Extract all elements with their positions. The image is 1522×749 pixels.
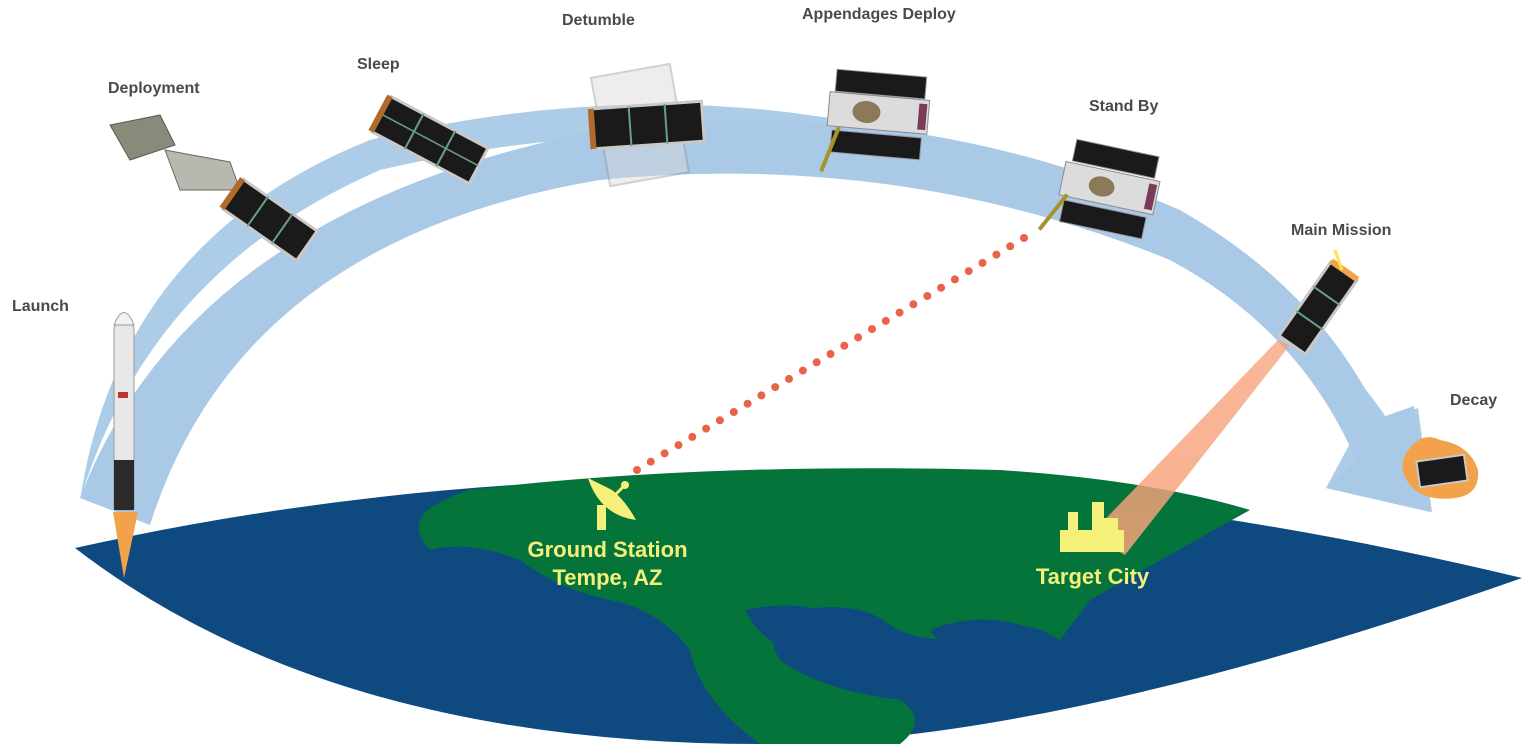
stage-label-detumble: Detumble — [562, 12, 635, 29]
stage-label-launch: Launch — [12, 298, 69, 315]
link-dot — [937, 283, 946, 292]
link-dot — [743, 399, 752, 408]
satellite-sleep-icon — [368, 94, 490, 186]
satellite-appendages-icon — [819, 68, 931, 172]
link-dot — [950, 275, 959, 284]
link-dot — [660, 449, 669, 458]
stage-label-deployment: Deployment — [108, 80, 200, 97]
stage-label-stand-by: Stand By — [1089, 98, 1159, 115]
link-dot — [1020, 234, 1028, 242]
link-dot — [978, 258, 987, 267]
deployer-icon — [109, 114, 241, 191]
ground-station-name: Ground Station — [527, 537, 688, 562]
imaging-beam — [1090, 340, 1290, 555]
target-city-label: Target City — [1035, 564, 1150, 589]
ground-station-label: Ground Station Tempe, AZ — [510, 536, 705, 592]
satellite-dish-icon — [588, 478, 636, 530]
link-dot — [798, 366, 807, 375]
link-dot — [674, 441, 683, 450]
link-dot — [923, 292, 932, 300]
link-dot — [964, 267, 973, 276]
stage-label-appendages-deploy: Appendages Deploy — [802, 6, 956, 23]
satellite-standby-icon — [1037, 138, 1161, 240]
link-dot — [992, 250, 1001, 259]
link-dot — [881, 316, 890, 325]
stage-label-decay: Decay — [1450, 392, 1498, 409]
earth-landmass — [418, 468, 1251, 744]
stage-label-main-mission: Main Mission — [1291, 222, 1392, 239]
link-dot — [771, 383, 780, 392]
satellite-main-mission-icon — [1276, 258, 1360, 357]
communication-link-dots — [633, 234, 1028, 474]
rocket-icon — [113, 312, 138, 578]
earth-gulf — [745, 605, 830, 650]
link-dot — [729, 408, 738, 416]
city-icon — [1060, 502, 1124, 552]
main-mission-antenna — [1333, 249, 1344, 271]
link-dot — [840, 341, 849, 350]
satellite-detumble-icon — [587, 62, 706, 188]
earth-lake — [930, 619, 1030, 650]
link-dot — [785, 374, 793, 383]
link-dot — [715, 416, 724, 425]
link-dot — [826, 350, 835, 358]
link-dot — [1006, 242, 1015, 251]
satellite-decay-icon — [1402, 437, 1479, 499]
link-dot — [854, 333, 863, 342]
link-dot — [633, 466, 641, 474]
ground-station-location: Tempe, AZ — [552, 565, 663, 590]
link-dot — [909, 300, 918, 309]
link-dot — [757, 391, 766, 400]
link-dot — [646, 457, 655, 466]
link-dot — [812, 358, 821, 367]
link-dot — [868, 325, 876, 334]
link-dot — [895, 308, 904, 317]
link-dot — [688, 432, 697, 441]
orbit-arrow-body — [80, 120, 1430, 525]
link-dot — [702, 424, 711, 433]
satellite-deployment-icon — [219, 177, 320, 263]
stage-label-sleep: Sleep — [357, 56, 400, 73]
